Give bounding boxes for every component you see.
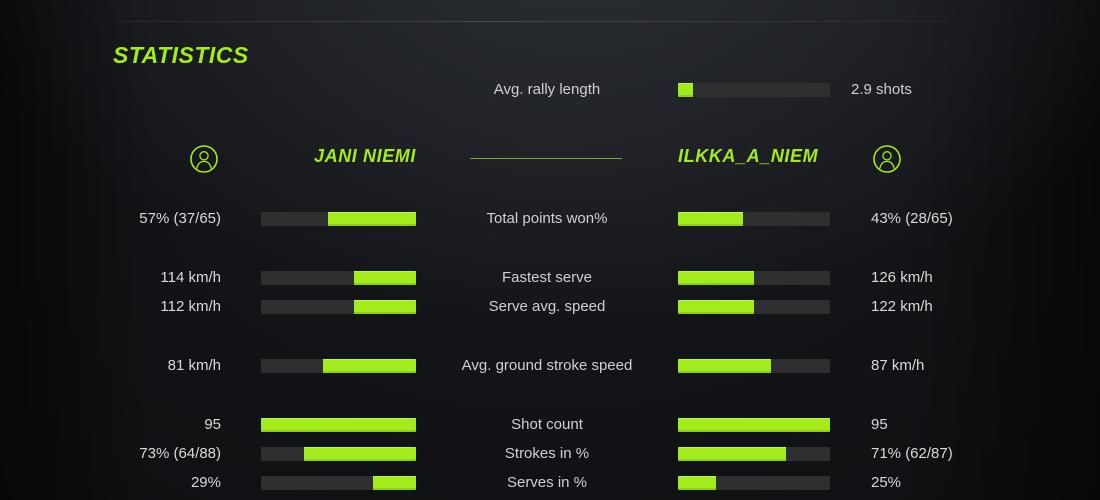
left-stat-bar <box>261 475 416 490</box>
left-player-value: 73% (64/88) <box>139 445 221 462</box>
stat-row-strokes-in: 73% (64/88) Strokes in % 71% (62/87) <box>0 439 1100 468</box>
left-stat-bar <box>261 446 416 461</box>
left-stat-bar-fill <box>354 299 416 314</box>
left-stat-bar <box>261 211 416 226</box>
stat-label: Strokes in % <box>504 445 590 462</box>
left-stat-bar <box>261 270 416 285</box>
right-stat-bar <box>678 299 830 314</box>
left-stat-bar-fill <box>327 211 416 226</box>
left-player-avatar-icon <box>190 145 218 173</box>
left-stat-bar <box>261 417 416 432</box>
left-stat-bar-fill <box>354 270 416 285</box>
stat-row-serves-in: 29% Serves in % 25% <box>0 468 1100 497</box>
right-player-avatar-icon <box>873 145 901 173</box>
right-stat-bar-fill <box>678 299 754 314</box>
players-divider-line <box>470 158 622 159</box>
right-stat-bar-fill <box>678 358 771 373</box>
left-stat-bar <box>261 299 416 314</box>
right-stat-bar-fill <box>678 417 830 432</box>
left-stat-bar-fill <box>372 475 416 490</box>
stat-row-fastest-serve: 114 km/h Fastest serve 126 km/h <box>0 263 1100 292</box>
right-stat-bar-fill <box>678 270 754 285</box>
right-stat-bar <box>678 358 830 373</box>
top-divider-line <box>118 21 950 22</box>
right-player-value: 87 km/h <box>871 357 925 374</box>
right-player-value: 122 km/h <box>871 298 933 315</box>
right-player-value: 43% (28/65) <box>871 210 953 227</box>
avg-rally-length-label: Avg. rally length <box>493 81 601 98</box>
stat-label: Shot count <box>511 416 583 433</box>
left-stat-bar-fill <box>304 446 416 461</box>
statistics-rows: 57% (37/65) Total points won% 43% (28/65… <box>0 204 1100 497</box>
left-player-value: 95 <box>204 416 221 433</box>
right-stat-bar <box>678 446 830 461</box>
right-stat-bar-fill <box>678 211 744 226</box>
stat-label: Serve avg. speed <box>488 298 606 315</box>
stat-row-ground-stroke-speed: 81 km/h Avg. ground stroke speed 87 km/h <box>0 351 1100 380</box>
right-player-name: ILKKA_A_NIEM <box>678 146 819 166</box>
right-stat-bar <box>678 211 830 226</box>
stat-row-shot-count: 95 Shot count 95 <box>0 410 1100 439</box>
right-stat-bar <box>678 475 830 490</box>
stat-row-serve-avg-speed: 112 km/h Serve avg. speed 122 km/h <box>0 292 1100 321</box>
left-stat-bar-fill <box>323 358 416 373</box>
right-stat-bar <box>678 417 830 432</box>
stat-row-total-points: 57% (37/65) Total points won% 43% (28/65… <box>0 204 1100 233</box>
stat-label: Avg. ground stroke speed <box>461 357 633 374</box>
right-player-value: 95 <box>871 416 888 433</box>
right-player-value: 71% (62/87) <box>871 445 953 462</box>
stat-label: Fastest serve <box>501 269 593 286</box>
left-player-value: 57% (37/65) <box>139 210 221 227</box>
left-player-value: 114 km/h <box>160 269 221 286</box>
left-stat-bar <box>261 358 416 373</box>
avg-rally-length-bar-fill <box>678 83 694 97</box>
left-player-value: 112 km/h <box>160 298 221 315</box>
stat-label: Total points won% <box>486 210 608 227</box>
avg-rally-length-bar <box>678 83 830 97</box>
page-title: STATISTICS <box>113 42 249 68</box>
left-stat-bar-fill <box>261 417 416 432</box>
stat-label: Serves in % <box>506 474 588 491</box>
right-player-value: 126 km/h <box>871 269 933 286</box>
right-stat-bar-fill <box>678 475 716 490</box>
left-player-value: 81 km/h <box>167 357 221 374</box>
right-stat-bar-fill <box>678 446 786 461</box>
right-stat-bar <box>678 270 830 285</box>
left-player-name: JANI NIEMI <box>313 146 416 166</box>
avg-rally-length-value: 2.9 shots <box>851 81 912 98</box>
left-player-value: 29% <box>190 474 221 491</box>
right-player-value: 25% <box>871 474 902 491</box>
